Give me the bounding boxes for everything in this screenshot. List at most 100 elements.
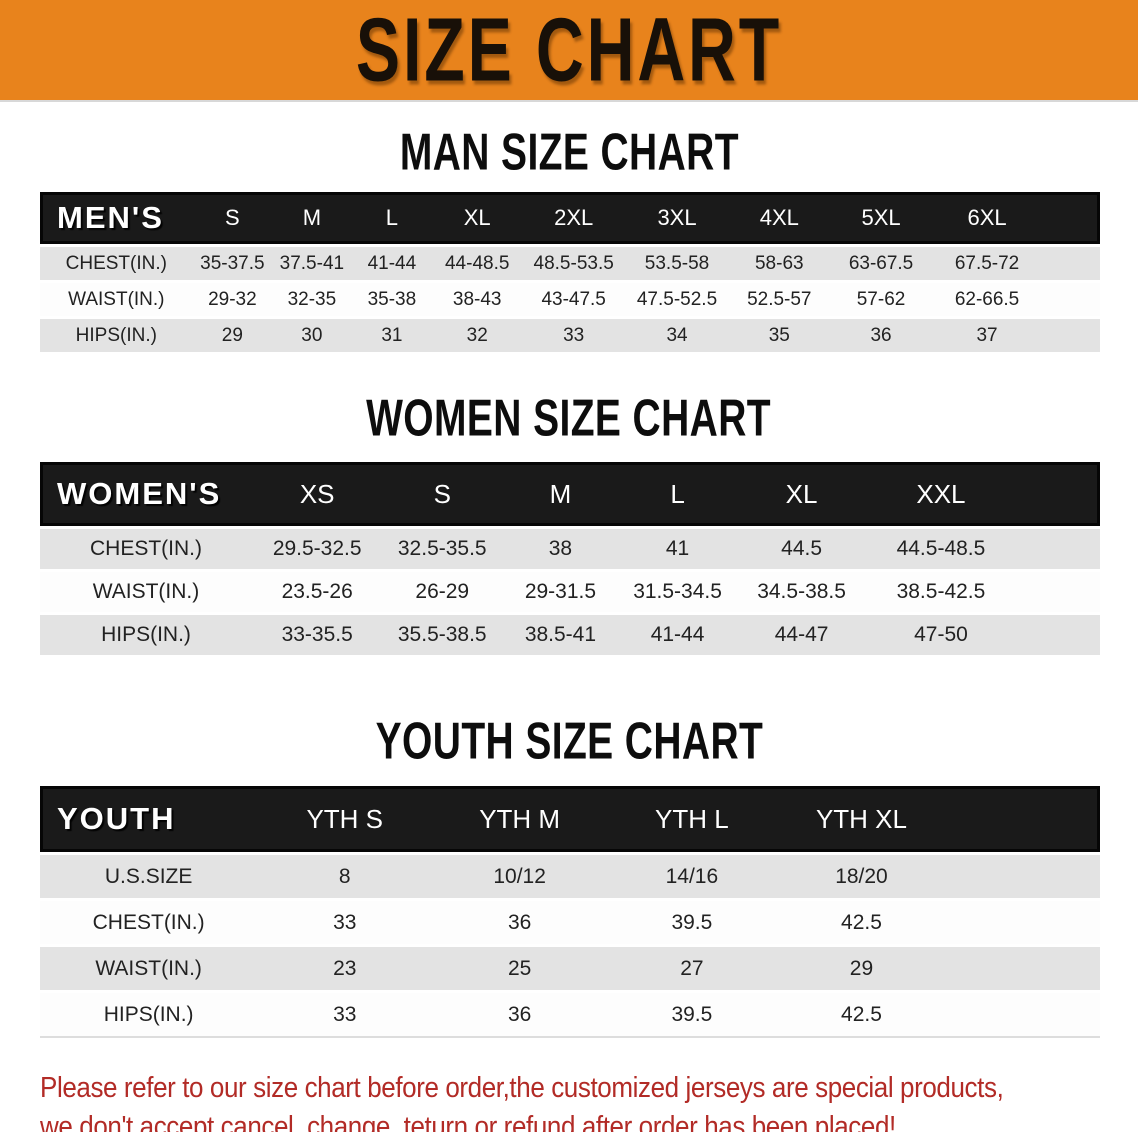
size-header-row: WOMEN'S XS S M L XL XXL bbox=[40, 462, 1100, 526]
measurement-value: 38.5-41 bbox=[502, 612, 619, 655]
measurement-value: 31.5-34.5 bbox=[618, 569, 737, 612]
group-label: YOUTH bbox=[40, 786, 258, 852]
group-label: MEN'S bbox=[40, 192, 193, 244]
filler-cell bbox=[1015, 612, 1100, 655]
measurement-row: HIPS(IN.) 33-35.5 35.5-38.5 38.5-41 41-44 44-… bbox=[40, 612, 1100, 655]
measurement-value: 62-66.5 bbox=[932, 280, 1042, 316]
measurement-value: 14/16 bbox=[607, 852, 777, 898]
measurement-value: 42.5 bbox=[776, 990, 947, 1038]
row-label: CHEST(IN.) bbox=[40, 244, 193, 280]
measurement-value: 33 bbox=[522, 316, 626, 352]
youth-section-heading: YOUTH SIZE CHART bbox=[0, 711, 1138, 771]
measurement-value: 29 bbox=[776, 944, 947, 990]
measurement-value: 35-38 bbox=[351, 280, 433, 316]
size-column-header: 3XL bbox=[625, 192, 729, 244]
row-label: HIPS(IN.) bbox=[40, 990, 258, 1038]
measurement-value: 35-37.5 bbox=[192, 244, 273, 280]
measurement-value: 23.5-26 bbox=[252, 569, 383, 612]
filler-cell bbox=[1041, 192, 1100, 244]
filler-cell bbox=[946, 990, 1100, 1038]
men-table-body: CHEST(IN.) 35-37.5 37.5-41 41-44 44-48.5 48.5… bbox=[40, 244, 1100, 352]
size-column-header: YTH L bbox=[607, 786, 777, 852]
measurement-row: CHEST(IN.) 29.5-32.5 32.5-35.5 38 41 44.5 44.5… bbox=[40, 526, 1100, 569]
measurement-value: 53.5-58 bbox=[625, 244, 729, 280]
measurement-value: 48.5-53.5 bbox=[522, 244, 626, 280]
filler-cell bbox=[1041, 280, 1100, 316]
size-header-row: YOUTH YTH S YTH M YTH L YTH XL bbox=[40, 786, 1100, 852]
men-table-header: MEN'S S M L XL 2XL 3XL 4XL 5XL 6XL bbox=[40, 192, 1100, 244]
row-label: WAIST(IN.) bbox=[40, 944, 258, 990]
measurement-value: 18/20 bbox=[776, 852, 947, 898]
measurement-value: 52.5-57 bbox=[728, 280, 830, 316]
measurement-row: CHEST(IN.) 35-37.5 37.5-41 41-44 44-48.5 48.5… bbox=[40, 244, 1100, 280]
size-column-header: 4XL bbox=[728, 192, 830, 244]
measurement-value: 67.5-72 bbox=[932, 244, 1042, 280]
size-column-header: 2XL bbox=[522, 192, 626, 244]
measurement-value: 29-32 bbox=[192, 280, 273, 316]
measurement-value: 30 bbox=[272, 316, 352, 352]
measurement-value: 63-67.5 bbox=[829, 244, 933, 280]
row-label: U.S.SIZE bbox=[40, 852, 258, 898]
measurement-value: 44-48.5 bbox=[432, 244, 523, 280]
row-label: WAIST(IN.) bbox=[40, 569, 252, 612]
measurement-value: 36 bbox=[829, 316, 933, 352]
disclaimer-line-1: Please refer to our size chart before or… bbox=[40, 1070, 1004, 1104]
measurement-value: 29.5-32.5 bbox=[252, 526, 383, 569]
banner-title: SIZE CHART bbox=[355, 0, 783, 100]
row-label: CHEST(IN.) bbox=[40, 898, 258, 944]
measurement-row: HIPS(IN.) 29 30 31 32 33 34 35 36 37 bbox=[40, 316, 1100, 352]
youth-section-heading-text: YOUTH SIZE CHART bbox=[375, 711, 763, 771]
disclaimer-note: Please refer to our size chart before or… bbox=[40, 1068, 1115, 1132]
size-column-header: YTH S bbox=[257, 786, 433, 852]
measurement-value: 23 bbox=[257, 944, 433, 990]
measurement-row: U.S.SIZE 8 10/12 14/16 18/20 bbox=[40, 852, 1100, 898]
measurement-value: 29 bbox=[192, 316, 273, 352]
size-header-row: MEN'S S M L XL 2XL 3XL 4XL 5XL 6XL bbox=[40, 192, 1100, 244]
size-chart-banner: SIZE CHART bbox=[0, 0, 1138, 102]
measurement-value: 58-63 bbox=[728, 244, 830, 280]
measurement-value: 37 bbox=[932, 316, 1042, 352]
youth-size-table: YOUTH YTH S YTH M YTH L YTH XL U.S.SIZE 8 10/1… bbox=[40, 786, 1100, 1038]
measurement-value: 34.5-38.5 bbox=[736, 569, 867, 612]
filler-cell bbox=[1041, 244, 1100, 280]
measurement-value: 38-43 bbox=[432, 280, 523, 316]
youth-table-body: U.S.SIZE 8 10/12 14/16 18/20 CHEST(IN.) 33 36 39… bbox=[40, 852, 1100, 1038]
size-column-header: L bbox=[618, 462, 737, 526]
size-column-header: M bbox=[272, 192, 352, 244]
size-column-header: XS bbox=[252, 462, 383, 526]
measurement-value: 33 bbox=[257, 990, 433, 1038]
row-label: WAIST(IN.) bbox=[40, 280, 193, 316]
measurement-value: 41-44 bbox=[351, 244, 433, 280]
measurement-value: 44.5 bbox=[736, 526, 867, 569]
measurement-value: 47-50 bbox=[866, 612, 1016, 655]
measurement-value: 41-44 bbox=[618, 612, 737, 655]
size-column-header: L bbox=[351, 192, 433, 244]
measurement-value: 36 bbox=[432, 990, 608, 1038]
filler-cell bbox=[1015, 526, 1100, 569]
measurement-value: 25 bbox=[432, 944, 608, 990]
size-column-header: YTH M bbox=[432, 786, 608, 852]
measurement-row: WAIST(IN.) 29-32 32-35 35-38 38-43 43-47.5 47.… bbox=[40, 280, 1100, 316]
youth-table-header: YOUTH YTH S YTH M YTH L YTH XL bbox=[40, 786, 1100, 852]
measurement-value: 37.5-41 bbox=[272, 244, 352, 280]
measurement-value: 26-29 bbox=[382, 569, 503, 612]
measurement-value: 32.5-35.5 bbox=[382, 526, 503, 569]
measurement-value: 27 bbox=[607, 944, 777, 990]
measurement-value: 47.5-52.5 bbox=[625, 280, 729, 316]
women-section-heading-text: WOMEN SIZE CHART bbox=[366, 388, 772, 448]
size-column-header: M bbox=[502, 462, 619, 526]
filler-cell bbox=[946, 944, 1100, 990]
measurement-value: 29-31.5 bbox=[502, 569, 619, 612]
women-size-table: WOMEN'S XS S M L XL XXL CHEST(IN.) 29.5-32.5 32.… bbox=[40, 462, 1100, 655]
measurement-value: 39.5 bbox=[607, 990, 777, 1038]
measurement-value: 33 bbox=[257, 898, 433, 944]
size-column-header: 6XL bbox=[932, 192, 1042, 244]
measurement-row: WAIST(IN.) 23 25 27 29 bbox=[40, 944, 1100, 990]
measurement-value: 34 bbox=[625, 316, 729, 352]
measurement-value: 43-47.5 bbox=[522, 280, 626, 316]
filler-cell bbox=[946, 898, 1100, 944]
measurement-value: 32 bbox=[432, 316, 523, 352]
size-column-header: S bbox=[192, 192, 273, 244]
measurement-value: 57-62 bbox=[829, 280, 933, 316]
filler-cell bbox=[1041, 316, 1100, 352]
